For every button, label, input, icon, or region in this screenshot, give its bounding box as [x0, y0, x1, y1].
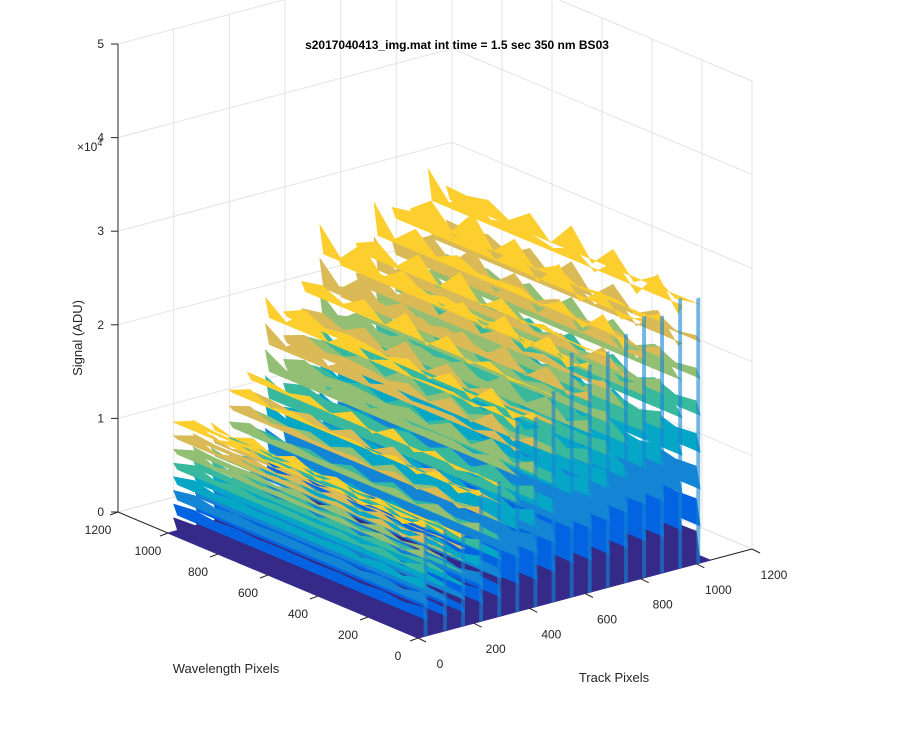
surface-peak-front — [443, 529, 447, 632]
z-tick-label: 2 — [97, 318, 104, 332]
x-axis-label: Track Pixels — [579, 670, 650, 685]
y-tick-mark — [209, 553, 219, 558]
chart-title: s2017040413_img.mat int time = 1.5 sec 3… — [305, 38, 609, 52]
z-axis-label: Signal (ADU) — [70, 300, 85, 376]
surface-band — [228, 421, 484, 534]
x-tick-mark — [417, 637, 427, 643]
surface-band — [173, 517, 428, 637]
surface-peak-front — [423, 526, 428, 637]
x-tick-label: 1200 — [761, 568, 788, 582]
surface-band — [173, 462, 429, 576]
surface-band — [319, 290, 574, 428]
x-tick-mark — [640, 578, 649, 584]
y-tick-label: 200 — [338, 628, 358, 642]
surface-peak-front — [678, 298, 683, 569]
surface-peak-front — [461, 532, 465, 627]
grid-line — [451, 48, 753, 176]
y-tick-mark — [309, 595, 319, 600]
surface-band — [173, 503, 428, 621]
x-tick-label: 800 — [653, 598, 673, 612]
surface-band — [264, 348, 520, 477]
z-tick-label: 3 — [97, 224, 104, 238]
surface-band — [319, 224, 575, 368]
surface-peak-front — [497, 481, 502, 617]
surface-peak-front — [479, 494, 484, 622]
surface-band — [265, 297, 520, 429]
x-tick-mark — [751, 548, 761, 554]
surface-peak-front — [642, 316, 646, 579]
y-tick-mark — [259, 574, 269, 579]
x-tick-label: 600 — [597, 613, 617, 627]
x-tick-mark — [473, 622, 482, 628]
surface-band — [246, 371, 503, 487]
surface-peak-front — [515, 417, 520, 612]
surface-peak-front — [533, 416, 538, 608]
surface-band — [427, 168, 683, 315]
x-tick-mark — [529, 607, 538, 613]
surface-band — [445, 185, 701, 306]
grid-line — [117, 0, 286, 45]
surface-peak-front — [551, 390, 556, 603]
surface-peak — [172, 420, 429, 637]
svg-text:×104: ×104 — [77, 138, 102, 154]
surface-peaks — [172, 168, 701, 637]
z-tick-label: 4 — [97, 131, 104, 145]
surface-band — [391, 240, 647, 361]
y-tick-label: 400 — [288, 607, 308, 621]
x-tick-mark — [584, 593, 594, 598]
x-tick-label: 200 — [486, 642, 506, 656]
surface-band — [228, 405, 484, 516]
y-axis-label: Wavelength Pixels — [173, 661, 280, 676]
grid-line — [117, 141, 453, 232]
y-tick-label: 0 — [395, 649, 402, 663]
surface-band — [172, 420, 429, 530]
x-tick-label: 0 — [437, 657, 444, 671]
y-tick-label: 1000 — [135, 544, 162, 558]
y-tick-label: 1200 — [85, 523, 112, 537]
surface-band — [373, 202, 629, 350]
grid-line — [117, 48, 453, 139]
surface-band — [172, 449, 429, 560]
grid-line — [557, 0, 753, 82]
surface-band — [319, 257, 575, 396]
y-tick-label: 600 — [238, 586, 258, 600]
surface-band — [173, 489, 428, 606]
surface-peak-front — [605, 351, 610, 588]
x-tick-mark — [696, 563, 705, 569]
z-exponent: ×104 — [77, 138, 102, 154]
surface-band — [264, 322, 521, 452]
surface-peak-front — [660, 315, 664, 574]
surface-band — [172, 435, 429, 545]
axis-ticks: 0200400600800100012000200400600800100012… — [85, 37, 788, 671]
y-tick-label: 800 — [188, 565, 208, 579]
x-tick-label: 1000 — [705, 583, 732, 597]
z-tick-label: 0 — [97, 505, 104, 519]
surface-peak-front — [624, 333, 628, 584]
y-tick-mark — [409, 637, 419, 642]
surface-peak-front — [569, 352, 574, 598]
grid-line — [451, 141, 753, 269]
surface-band — [173, 476, 429, 591]
z-tick-label: 5 — [97, 37, 104, 51]
surface-band — [301, 280, 556, 397]
y-tick-mark — [159, 532, 169, 537]
z-tick-label: 1 — [97, 411, 104, 425]
surface-peak-front — [587, 364, 592, 593]
x-tick-label: 400 — [541, 627, 561, 641]
surface-band — [228, 389, 484, 499]
surface-band — [192, 459, 448, 575]
surface-peak-front — [696, 297, 701, 564]
surface-band — [391, 206, 647, 325]
y-tick-mark — [359, 616, 369, 621]
